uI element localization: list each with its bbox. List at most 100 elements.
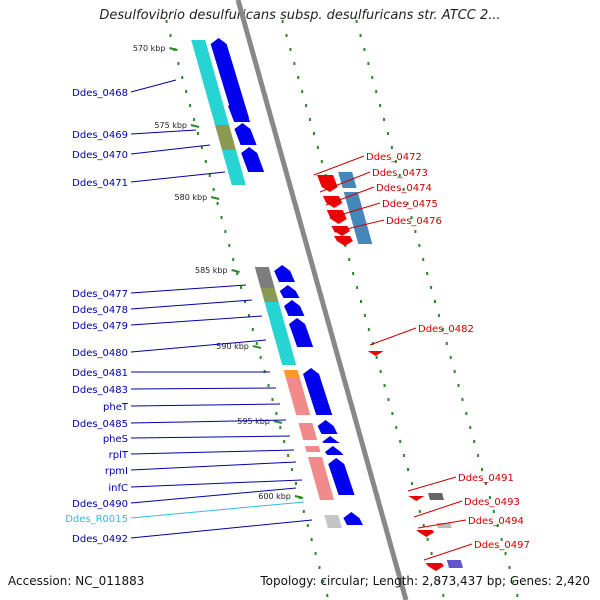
- tick-dot: [271, 398, 274, 401]
- tick-dot: [407, 468, 410, 471]
- cog-block: [222, 150, 246, 185]
- tick-dot: [212, 188, 215, 191]
- tick-dot: [371, 76, 374, 79]
- cog-block: [283, 370, 300, 378]
- tick-dot: [390, 146, 393, 149]
- leader-line: [130, 519, 313, 539]
- tick-dot: [322, 580, 325, 583]
- forward-gene-arrow: [303, 368, 333, 415]
- reverse-gene-arrow: [334, 236, 353, 246]
- tick-dot: [437, 314, 440, 317]
- gene-label-left: Ddes_0490: [72, 499, 128, 510]
- ruler-tick: [252, 345, 262, 349]
- reverse-gene-arrow: [416, 530, 435, 537]
- leader-line: [313, 155, 365, 176]
- tick-dot: [386, 132, 389, 135]
- leader-line: [329, 202, 381, 219]
- tick-dot: [379, 370, 382, 373]
- cog-block-reverse: [338, 172, 357, 188]
- cog-block-reverse: [428, 493, 444, 500]
- gene-label-left: Ddes_0478: [72, 305, 128, 316]
- forward-gene-arrow: [328, 458, 355, 495]
- tick-dot: [326, 594, 329, 597]
- gene-label-left: Ddes_0469: [72, 130, 128, 141]
- tick-dot: [312, 132, 315, 135]
- leader-line: [423, 543, 473, 561]
- tick-dot: [402, 188, 405, 191]
- gene-label-right: Ddes_0493: [464, 497, 520, 508]
- leader-line: [130, 435, 291, 439]
- cog-block: [298, 423, 318, 440]
- leader-line: [369, 327, 417, 346]
- tick-dot: [387, 398, 390, 401]
- left-labels: Ddes_0468 Ddes_0469 Ddes_0470 Ddes_0471 Ddes…: [65, 79, 313, 545]
- tick-dot: [310, 538, 313, 541]
- gene-label-right: Ddes_0482: [418, 324, 474, 335]
- gene-label-left: Ddes_0483: [72, 385, 128, 396]
- leader-line: [130, 461, 297, 471]
- leader-line: [130, 171, 226, 183]
- gene-label-right: Ddes_0491: [458, 473, 514, 484]
- tick-dot: [442, 594, 445, 597]
- forward-gene-arrow: [241, 147, 265, 172]
- gene-label-left: Ddes_0468: [72, 88, 128, 99]
- tick-dot: [181, 76, 184, 79]
- gene-label-right: Ddes_0473: [372, 168, 428, 179]
- tick-dot: [406, 202, 409, 205]
- gene-label-left: Ddes_0471: [72, 178, 128, 189]
- tick-dot: [426, 272, 429, 275]
- forward-gene-arrow: [274, 265, 295, 282]
- ruler-label: 595 kbp: [237, 417, 270, 426]
- tick-dot: [279, 426, 282, 429]
- tick-dot: [301, 90, 304, 93]
- tick-dot: [363, 48, 366, 51]
- tick-dot: [228, 244, 231, 247]
- tick-dot: [177, 62, 180, 65]
- tick-dot: [356, 286, 359, 289]
- tick-dot: [316, 146, 319, 149]
- leader-line: [319, 171, 371, 193]
- tick-dot: [244, 300, 246, 303]
- tick-dot: [367, 328, 370, 331]
- right-labels: Ddes_0472 Ddes_0473 Ddes_0474 Ddes_0475 Ddes…: [313, 152, 530, 561]
- forward-gene-arrow: [317, 420, 338, 434]
- tick-dot: [414, 230, 417, 233]
- cog-block: [324, 515, 342, 528]
- leader-line: [130, 387, 277, 390]
- tick-dot: [318, 566, 321, 569]
- tick-dot: [403, 454, 406, 457]
- tick-dot: [410, 482, 413, 485]
- tick-dot: [367, 62, 370, 65]
- tick-dot: [208, 174, 211, 177]
- ruler-label: 570 kbp: [133, 44, 166, 53]
- tick-dot: [430, 552, 433, 555]
- cog-block: [307, 457, 334, 500]
- gene-label-right: Ddes_0476: [386, 216, 442, 227]
- cog-block: [215, 125, 236, 150]
- tick-dot: [469, 426, 472, 429]
- backbone-line: [235, 0, 409, 600]
- tick-dot: [267, 384, 270, 387]
- tick-dot: [504, 552, 507, 555]
- leader-line: [130, 129, 197, 135]
- gene-label-left: Ddes_0479: [72, 321, 128, 332]
- ruler-tick: [294, 495, 304, 499]
- gene-label-left: Ddes_0485: [72, 419, 128, 430]
- tick-dot: [422, 524, 425, 527]
- ruler-tick: [190, 124, 200, 128]
- tick-dot: [422, 258, 425, 261]
- tick-dot: [426, 538, 429, 541]
- forward-gene-arrow: [284, 300, 305, 316]
- tick-dot: [445, 342, 448, 345]
- tick-dot: [473, 440, 476, 443]
- tick-dot: [224, 230, 227, 233]
- tick-dot: [251, 328, 254, 331]
- tick-dot: [348, 258, 351, 261]
- ruler-label: 600 kbp: [258, 492, 291, 501]
- forward-gene-arrow: [343, 512, 363, 525]
- tick-dot: [352, 272, 355, 275]
- leader-line: [130, 479, 303, 488]
- tick-dot: [379, 104, 382, 107]
- gene-label-left: Ddes_0470: [72, 150, 128, 161]
